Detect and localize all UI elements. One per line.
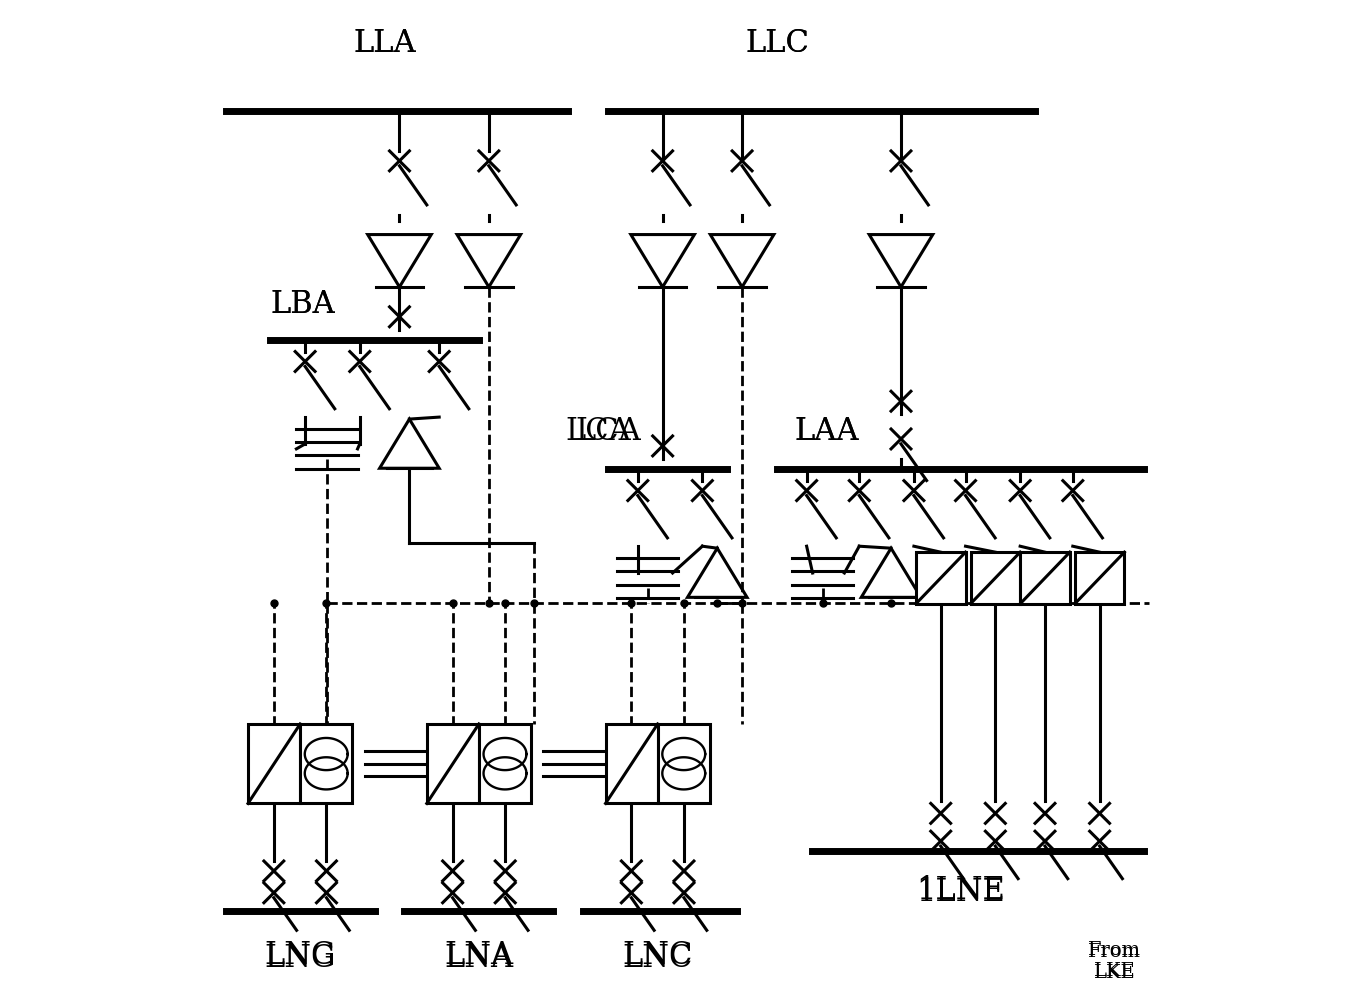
Text: LNA: LNA [445,943,513,974]
Text: LBA: LBA [270,289,336,320]
Text: LLA: LLA [354,28,416,59]
Bar [606,724,658,804]
Bar [658,724,710,804]
Bar [300,724,352,804]
Bar [479,724,531,804]
Bar [971,552,1020,604]
Text: LNG: LNG [265,940,336,971]
Text: From
LKE: From LKE [1088,941,1141,980]
Text: LAA: LAA [794,417,859,447]
Text: LNA: LNA [445,940,513,971]
Text: LLA: LLA [354,28,416,59]
Text: LNC: LNC [622,943,693,974]
Bar [427,724,479,804]
Text: LLC: LLC [745,28,809,59]
Text: 1LNE: 1LNE [916,877,1005,908]
Text: From
LKE: From LKE [1088,943,1141,982]
Bar [916,552,965,604]
Bar [248,724,300,804]
Text: LNC: LNC [622,940,693,971]
Text: LBA: LBA [270,289,336,320]
Text: LNG: LNG [265,943,336,974]
Text: 1LNE: 1LNE [916,875,1005,906]
Bar [1074,552,1125,604]
Text: LCA: LCA [565,417,631,447]
Bar [1020,552,1070,604]
Text: LCA: LCA [575,417,642,447]
Text: LAA: LAA [794,417,859,447]
Text: LLC: LLC [745,28,809,59]
